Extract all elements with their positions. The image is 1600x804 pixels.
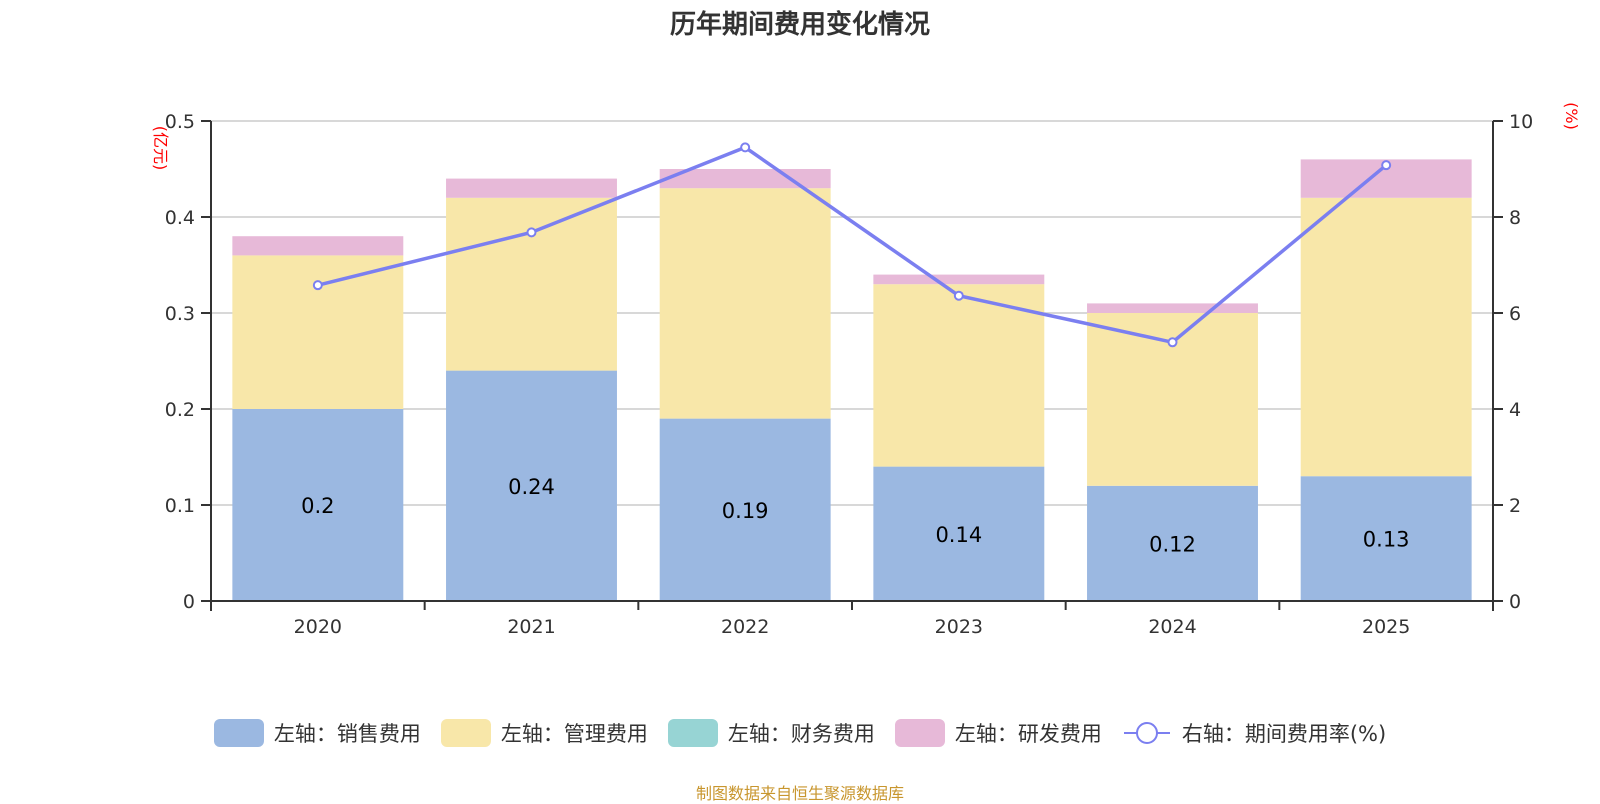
right-axis-tick-label: 2: [1509, 495, 1521, 517]
right-axis-tick-label: 6: [1509, 303, 1521, 325]
legend-label: 左轴：销售费用: [273, 722, 421, 746]
legend-label: 左轴：管理费用: [500, 722, 648, 746]
bar-value-label: 0.12: [1149, 532, 1196, 556]
legend-item[interactable]: 左轴：管理费用: [440, 718, 648, 748]
rate-line-point: [1167, 337, 1178, 348]
legend-swatch-icon: [213, 719, 264, 747]
x-axis-tick-label: 2023: [935, 616, 983, 638]
left-axis-tick-label: 0.1: [165, 495, 195, 517]
bar-segment-0: [232, 409, 404, 601]
bars: [232, 159, 1472, 601]
data-source-footer: 制图数据来自恒生聚源数据库: [695, 784, 904, 803]
right-axis-tick-label: 4: [1509, 399, 1521, 421]
rate-line: [312, 142, 1392, 348]
rate-line-point: [526, 227, 537, 238]
legend: 左轴：销售费用 左轴：管理费用 左轴：财务费用 左轴：研发费用 右轴：期间费用率(%): [0, 718, 1600, 748]
x-axis-tick-label: 2021: [507, 616, 555, 638]
legend-label: 右轴：期间费用率(%): [1181, 722, 1387, 746]
rate-line-point: [312, 280, 323, 291]
bar-segment-3: [659, 169, 831, 189]
bar-segment-1: [659, 188, 831, 419]
data-labels: 0.2 0.24 0.19 0.14 0.12 0.13: [301, 475, 1409, 557]
bar-segment-1: [446, 197, 617, 371]
axes: 0 0.1 0.2 0.3 0.4 0.5 0 2 4 6 8 10 2020 2021 2022 2023 2…: [165, 111, 1533, 638]
bar-segment-0: [873, 466, 1045, 601]
left-axis-tick-label: 0.3: [165, 303, 195, 325]
legend-label: 左轴：研发费用: [954, 722, 1102, 746]
left-axis-tick-label: 0: [183, 591, 195, 613]
rate-line-point: [953, 290, 964, 301]
bar-segment-1: [1300, 197, 1472, 477]
x-axis-tick-label: 2025: [1362, 616, 1410, 638]
legend-item[interactable]: 左轴：研发费用: [894, 718, 1102, 748]
grid-lines: [211, 120, 1493, 506]
rate-line-path: [317, 145, 1388, 345]
bar-segment-0: [1087, 485, 1258, 601]
legend-label: 左轴：财务费用: [727, 722, 875, 746]
bar-segment-0: [446, 370, 617, 601]
legend-item[interactable]: 左轴：销售费用: [213, 718, 421, 748]
left-axis-tick-label: 0.4: [165, 207, 195, 229]
legend-swatch-icon: [667, 719, 718, 747]
bar-segment-1: [873, 284, 1045, 467]
left-axis-tick-label: 0.5: [165, 111, 195, 133]
bar-value-label: 0.24: [508, 475, 555, 499]
bar-value-label: 0.19: [722, 499, 769, 523]
bar-segment-0: [1300, 476, 1472, 601]
legend-item[interactable]: 右轴：期间费用率(%): [1122, 718, 1386, 748]
bar-value-label: 0.2: [301, 494, 334, 518]
bar-segment-3: [1087, 303, 1258, 313]
legend-swatch-icon: [440, 719, 491, 747]
x-axis-tick-label: 2022: [721, 616, 769, 638]
x-axis-tick-label: 2024: [1148, 616, 1196, 638]
bar-segment-3: [873, 274, 1045, 285]
rate-line-point: [740, 142, 751, 153]
legend-swatch-icon: [894, 719, 945, 747]
right-axis-unit-label: (%): [1562, 102, 1581, 130]
right-axis-tick-label: 0: [1509, 591, 1521, 613]
bar-segment-1: [232, 255, 404, 409]
x-axis-tick-label: 2020: [294, 616, 342, 638]
right-axis-tick-label: 10: [1509, 111, 1533, 133]
bar-value-label: 0.13: [1363, 528, 1410, 552]
chart-title: 历年期间费用变化情况: [669, 10, 930, 40]
left-axis-tick-label: 0.2: [165, 399, 195, 421]
legend-line-circle-icon: [1123, 722, 1170, 744]
right-axis-tick-label: 8: [1509, 207, 1521, 229]
rate-line-point: [1381, 160, 1392, 171]
legend-item[interactable]: 左轴：财务费用: [667, 718, 875, 748]
bar-segment-0: [659, 418, 831, 601]
bar-segment-3: [446, 178, 617, 198]
bar-segment-3: [232, 236, 404, 256]
left-axis-unit-label: (亿元): [151, 126, 170, 171]
bar-value-label: 0.14: [935, 523, 982, 547]
